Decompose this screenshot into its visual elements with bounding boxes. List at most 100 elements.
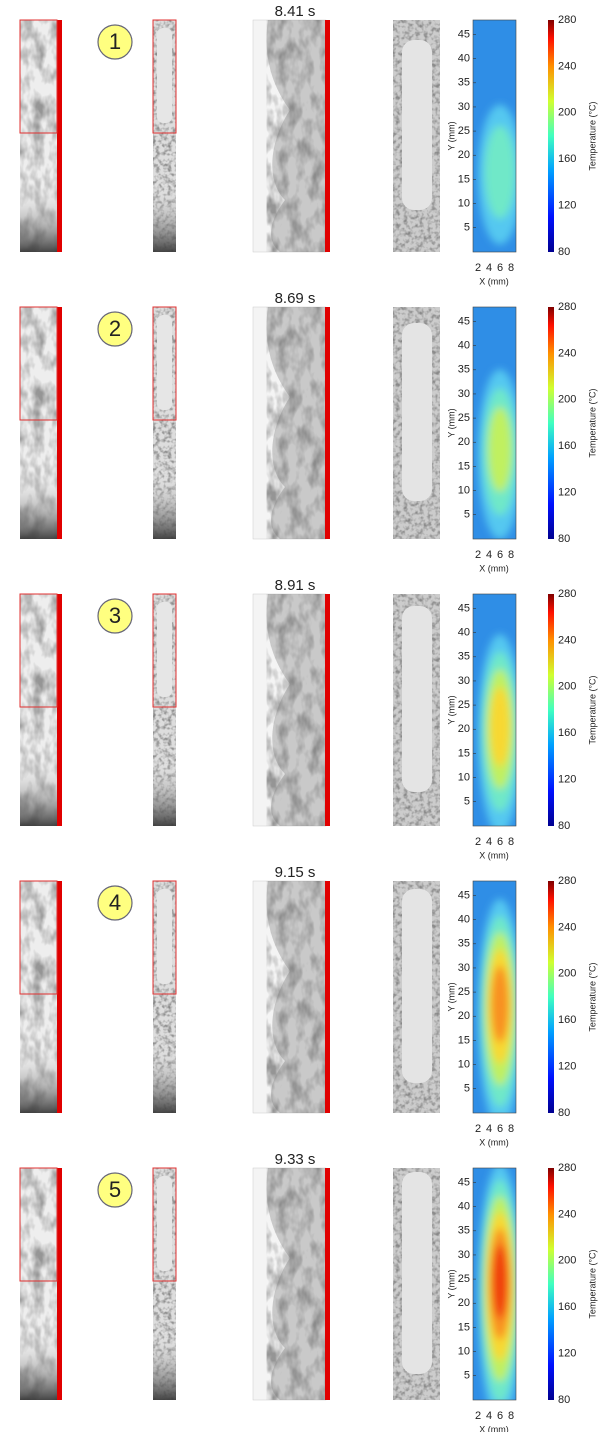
y-tick-label: 15 xyxy=(458,173,470,185)
x-axis-label: X (mm) xyxy=(479,1424,509,1432)
heater-wall xyxy=(325,20,330,252)
figure: 18.41 s510152025303540452468X (mm)Y (mm)… xyxy=(0,0,611,1432)
y-tick-label: 5 xyxy=(464,222,470,234)
y-tick-label: 30 xyxy=(458,962,470,974)
time-label: 8.69 s xyxy=(275,290,316,307)
x-tick-label: 2 xyxy=(475,1410,481,1422)
colorbar-tick-label: 160 xyxy=(558,440,576,452)
colorbar-tick-label: 80 xyxy=(558,1394,570,1406)
dry-patch xyxy=(402,40,432,210)
heatmap-field xyxy=(478,369,522,539)
image-shade xyxy=(153,881,176,1113)
x-tick-label: 6 xyxy=(497,836,503,848)
x-axis-label: X (mm) xyxy=(479,563,509,573)
y-tick-label: 40 xyxy=(458,914,470,926)
heater-wall xyxy=(325,881,330,1113)
colorbar-label: Temperature (°C) xyxy=(587,675,597,744)
colorbar-tick-label: 120 xyxy=(558,1348,576,1360)
x-tick-label: 8 xyxy=(508,262,514,274)
x-tick-label: 2 xyxy=(475,1123,481,1135)
y-tick-label: 45 xyxy=(458,315,470,327)
colorbar-tick-label: 120 xyxy=(558,200,576,212)
panel-row: 49.15 s510152025303540452468X (mm)Y (mm)… xyxy=(20,864,597,1147)
y-tick-label: 20 xyxy=(458,1010,470,1022)
colorbar-tick-label: 80 xyxy=(558,820,570,832)
image-shade xyxy=(153,594,176,826)
colorbar xyxy=(548,881,554,1113)
heater-wall xyxy=(325,1168,330,1400)
colorbar-tick-label: 80 xyxy=(558,533,570,545)
y-tick-label: 5 xyxy=(464,1370,470,1382)
colorbar-tick-label: 120 xyxy=(558,487,576,499)
heater-wall xyxy=(325,307,330,539)
x-axis-label: X (mm) xyxy=(479,850,509,860)
x-tick-label: 8 xyxy=(508,1410,514,1422)
y-tick-label: 25 xyxy=(458,699,470,711)
y-axis-label: Y (mm) xyxy=(446,408,456,437)
x-tick-label: 6 xyxy=(497,1123,503,1135)
colorbar-tick-label: 200 xyxy=(558,968,576,980)
colorbar-tick-label: 280 xyxy=(558,14,576,26)
time-label: 9.15 s xyxy=(275,864,316,881)
heater-wall xyxy=(325,594,330,826)
dry-patch xyxy=(402,889,432,1083)
y-axis-label: Y (mm) xyxy=(446,695,456,724)
step-number: 4 xyxy=(109,890,121,915)
colorbar xyxy=(548,594,554,826)
x-tick-label: 2 xyxy=(475,549,481,561)
image-shade xyxy=(153,307,176,539)
y-axis-label: Y (mm) xyxy=(446,1269,456,1298)
y-tick-label: 30 xyxy=(458,1249,470,1261)
y-tick-label: 40 xyxy=(458,1201,470,1213)
y-tick-label: 45 xyxy=(458,28,470,40)
y-tick-label: 5 xyxy=(464,1083,470,1095)
y-tick-label: 20 xyxy=(458,149,470,161)
image-shade xyxy=(20,20,58,252)
y-tick-label: 35 xyxy=(458,77,470,89)
image-shade xyxy=(153,1168,176,1400)
y-tick-label: 20 xyxy=(458,723,470,735)
x-axis-label: X (mm) xyxy=(479,276,509,286)
y-tick-label: 10 xyxy=(458,1345,470,1357)
colorbar-tick-label: 80 xyxy=(558,1107,570,1119)
colorbar-tick-label: 160 xyxy=(558,153,576,165)
dry-patch xyxy=(402,1172,432,1374)
y-tick-label: 10 xyxy=(458,484,470,496)
colorbar-label: Temperature (°C) xyxy=(587,388,597,457)
dry-patch xyxy=(402,323,432,501)
y-tick-label: 15 xyxy=(458,460,470,472)
x-tick-label: 8 xyxy=(508,549,514,561)
colorbar-tick-label: 120 xyxy=(558,1061,576,1073)
colorbar-label: Temperature (°C) xyxy=(587,962,597,1031)
y-tick-label: 10 xyxy=(458,1058,470,1070)
heatmap-field xyxy=(478,1164,522,1424)
time-label: 8.91 s xyxy=(275,577,316,594)
y-tick-label: 20 xyxy=(458,436,470,448)
colorbar-tick-label: 200 xyxy=(558,1255,576,1267)
temperature-contour xyxy=(490,687,510,767)
image-shade xyxy=(20,881,58,1113)
image-shade xyxy=(20,1168,58,1400)
y-tick-label: 25 xyxy=(458,125,470,137)
y-tick-label: 45 xyxy=(458,1176,470,1188)
y-tick-label: 25 xyxy=(458,1273,470,1285)
panel-row: 38.91 s510152025303540452468X (mm)Y (mm)… xyxy=(20,577,597,860)
x-axis-label: X (mm) xyxy=(479,1137,509,1147)
colorbar-tick-label: 120 xyxy=(558,774,576,786)
colorbar-tick-label: 280 xyxy=(558,1162,576,1174)
image-shade xyxy=(20,594,58,826)
colorbar-tick-label: 240 xyxy=(558,1208,576,1220)
y-axis-label: Y (mm) xyxy=(446,121,456,150)
colorbar-tick-label: 160 xyxy=(558,1014,576,1026)
heater-wall xyxy=(57,1168,62,1400)
heatmap-field xyxy=(478,105,522,245)
y-tick-label: 25 xyxy=(458,986,470,998)
y-tick-label: 30 xyxy=(458,675,470,687)
x-tick-label: 6 xyxy=(497,549,503,561)
colorbar xyxy=(548,1168,554,1400)
x-tick-label: 2 xyxy=(475,262,481,274)
y-tick-label: 5 xyxy=(464,796,470,808)
y-tick-label: 10 xyxy=(458,197,470,209)
